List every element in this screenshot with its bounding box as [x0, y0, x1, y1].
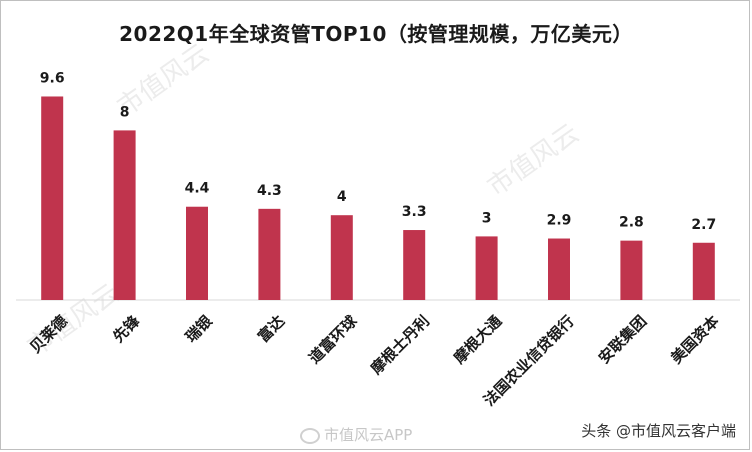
- x-tick-label: 摩根士丹利: [367, 312, 433, 378]
- bar: [258, 208, 281, 300]
- data-label: 2.8: [619, 215, 644, 231]
- bar: [330, 215, 353, 300]
- bar: [548, 238, 570, 300]
- chart-title: 2022Q1年全球资管TOP10（按管理规模，万亿美元）: [119, 22, 633, 46]
- data-label: 9.6: [40, 70, 65, 86]
- data-label: 8: [120, 104, 130, 120]
- footer-app-label: 市值风云APP: [300, 424, 412, 445]
- data-label: 4.4: [185, 181, 210, 197]
- bar: [113, 130, 136, 300]
- bar: [41, 96, 64, 300]
- data-label: 2.7: [691, 217, 716, 233]
- data-label: 2.9: [547, 213, 572, 229]
- data-label: 3: [482, 210, 492, 226]
- data-label: 3.3: [402, 204, 427, 220]
- bar: [403, 230, 426, 300]
- x-tick-label: 摩根大通: [450, 312, 505, 367]
- source-label: 头条 @市值风云客户端: [577, 420, 740, 441]
- bar: [186, 206, 208, 300]
- x-tick-label: 道富环球: [305, 311, 361, 367]
- footer-app-text: 市值风云APP: [324, 426, 413, 444]
- bar: [620, 240, 643, 300]
- x-tick-label: 安联集团: [595, 312, 650, 367]
- bar: [475, 236, 498, 300]
- x-tick-label: 贝莱德: [26, 312, 71, 357]
- bar: [692, 242, 715, 300]
- x-tick-label: 先锋: [109, 311, 144, 346]
- x-tick-label: 瑞银: [182, 311, 217, 346]
- x-tick-label: 富达: [254, 312, 288, 346]
- data-label: 4.3: [257, 183, 282, 199]
- weibo-icon: [300, 427, 320, 444]
- data-label: 4: [337, 189, 347, 205]
- x-tick-label: 美国资本: [667, 312, 722, 367]
